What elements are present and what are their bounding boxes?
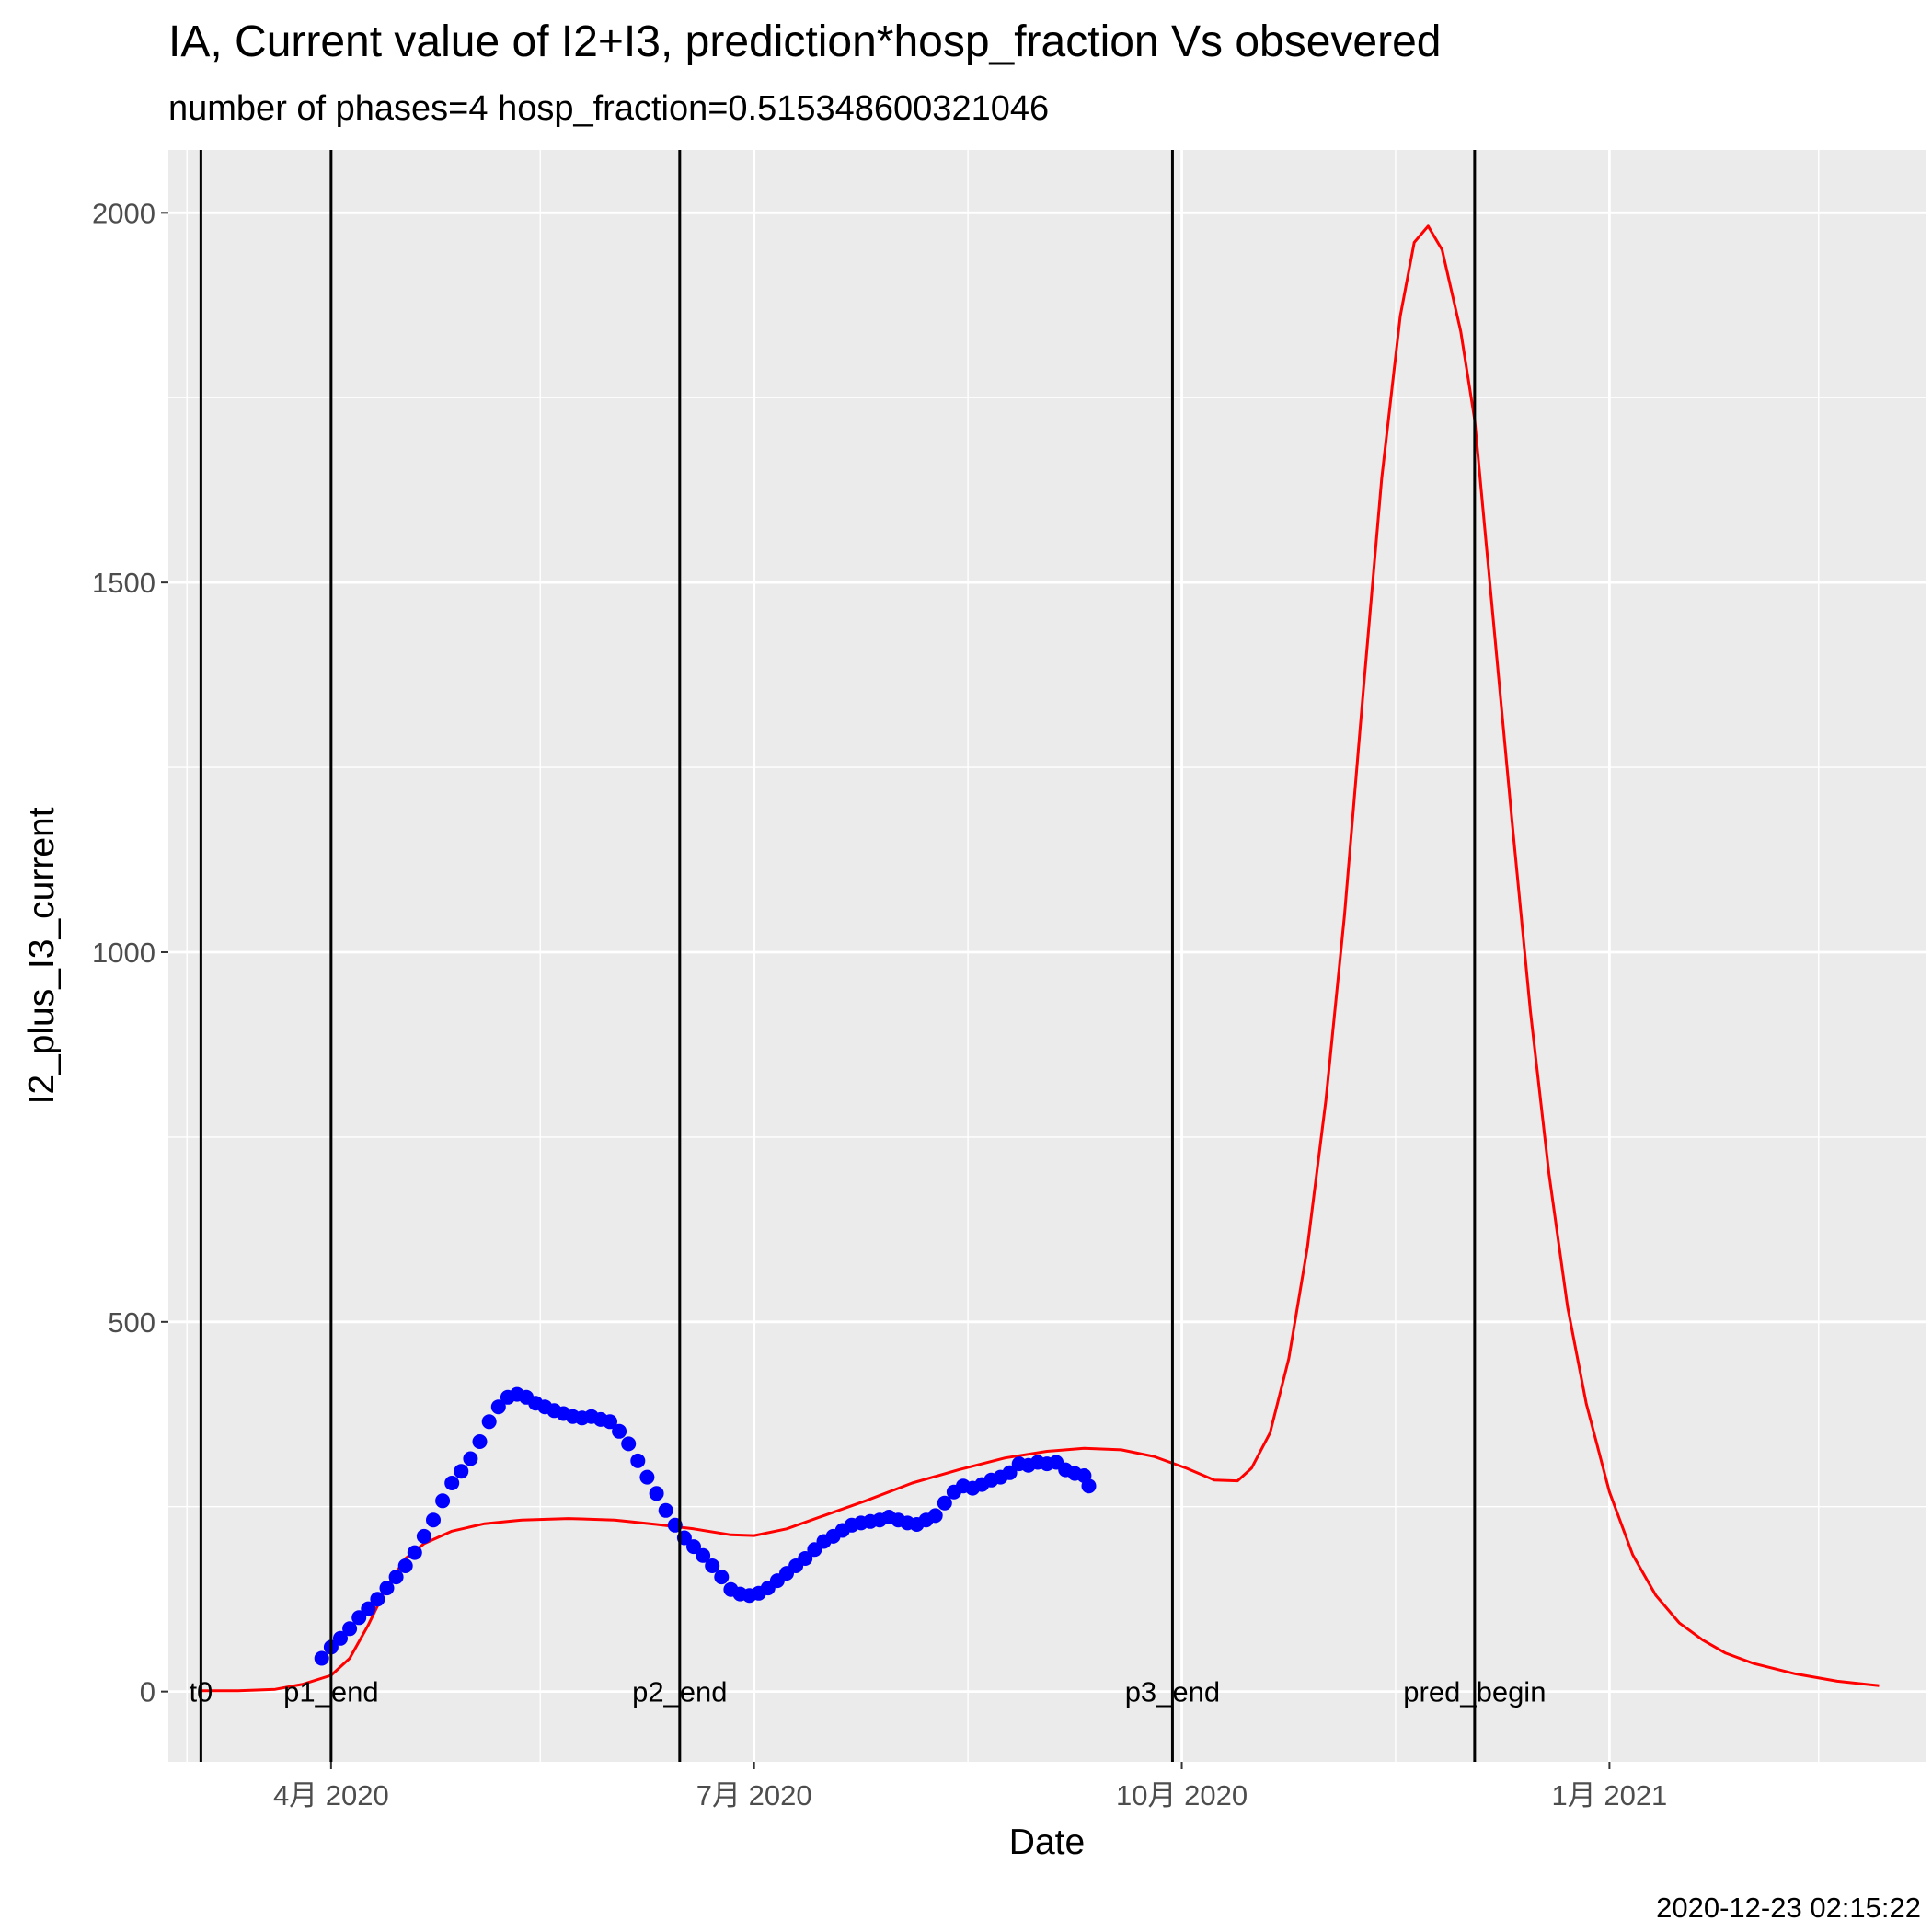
observed-point-11	[416, 1528, 431, 1544]
phase-label-p2_end: p2_end	[632, 1676, 727, 1708]
x-tick-label-2: 10月 2020	[1116, 1779, 1248, 1811]
x-tick-label-0: 4月 2020	[273, 1779, 389, 1811]
observed-point-3	[342, 1621, 358, 1637]
observed-point-31	[603, 1414, 617, 1430]
observed-point-52	[798, 1551, 813, 1566]
observed-point-17	[472, 1434, 488, 1449]
observed-point-41	[696, 1547, 711, 1563]
observed-point-36	[649, 1486, 664, 1501]
observed-point-0	[314, 1650, 329, 1666]
observed-point-4	[351, 1610, 367, 1626]
y-axis: 0 500 1000 1500 2000	[92, 197, 168, 1708]
x-tick-label-3: 1月 2021	[1551, 1779, 1667, 1811]
observed-point-37	[658, 1502, 673, 1518]
observed-point-33	[621, 1436, 637, 1452]
prediction-path	[201, 224, 1880, 1693]
observed-point-13	[435, 1493, 451, 1509]
observed-point-6	[370, 1592, 385, 1607]
x-axis: 4月 2020 7月 2020 10月 2020 1月 2021	[273, 1762, 1667, 1811]
phase-label-t0: t0	[189, 1676, 213, 1708]
observed-point-40	[686, 1539, 701, 1555]
x-axis-title: Date	[1009, 1823, 1085, 1862]
observed-point-5	[361, 1601, 376, 1616]
observed-point-8	[388, 1570, 404, 1585]
chart-subtitle: number of phases=4 hosp_fraction=0.51534…	[168, 89, 1049, 128]
observed-point-32	[612, 1423, 627, 1439]
x-tick-label-1: 7月 2020	[696, 1779, 812, 1811]
observed-point-7	[379, 1581, 395, 1596]
observed-point-19	[490, 1399, 506, 1415]
observed-point-14	[444, 1476, 460, 1490]
observed-point-16	[463, 1451, 478, 1466]
y-tick-label-3: 1500	[92, 567, 155, 599]
phase-label-p1_end: p1_end	[283, 1676, 378, 1708]
chart-title: IA, Current value of I2+I3, prediction*h…	[168, 17, 1441, 66]
y-tick-label-0: 0	[140, 1676, 155, 1708]
phase-label-pred_begin: pred_begin	[1403, 1676, 1546, 1708]
observed-point-67	[937, 1495, 952, 1511]
phase-labels: t0 p1_end p2_end p3_end pred_begin	[189, 1676, 1546, 1708]
observed-point-83	[1081, 1478, 1097, 1494]
observed-point-12	[426, 1512, 441, 1528]
y-tick-label-1: 500	[108, 1306, 155, 1339]
observed-point-43	[714, 1570, 730, 1585]
observed-point-66	[927, 1508, 943, 1524]
observed-point-74	[1002, 1465, 1018, 1480]
observed-point-2	[333, 1630, 348, 1646]
observed-point-9	[397, 1558, 413, 1573]
y-tick-label-4: 2000	[92, 197, 155, 229]
phase-label-p3_end: p3_end	[1125, 1676, 1220, 1708]
y-axis-title: I2_plus_I3_current	[22, 807, 62, 1104]
observed-point-15	[454, 1464, 469, 1479]
observed-point-35	[639, 1469, 655, 1485]
observed-points	[314, 1386, 1097, 1666]
grid-minor	[168, 150, 1926, 1762]
y-tick-label-2: 1000	[92, 937, 155, 969]
observed-point-18	[481, 1414, 497, 1430]
observed-point-42	[705, 1558, 720, 1573]
phase-lines	[199, 150, 1477, 1762]
plot-panel	[168, 150, 1926, 1762]
caption-timestamp: 2020-12-23 02:15:22	[1656, 1892, 1921, 1924]
observed-point-10	[407, 1545, 422, 1560]
observed-point-34	[630, 1453, 646, 1468]
prediction-line	[201, 224, 1880, 1693]
